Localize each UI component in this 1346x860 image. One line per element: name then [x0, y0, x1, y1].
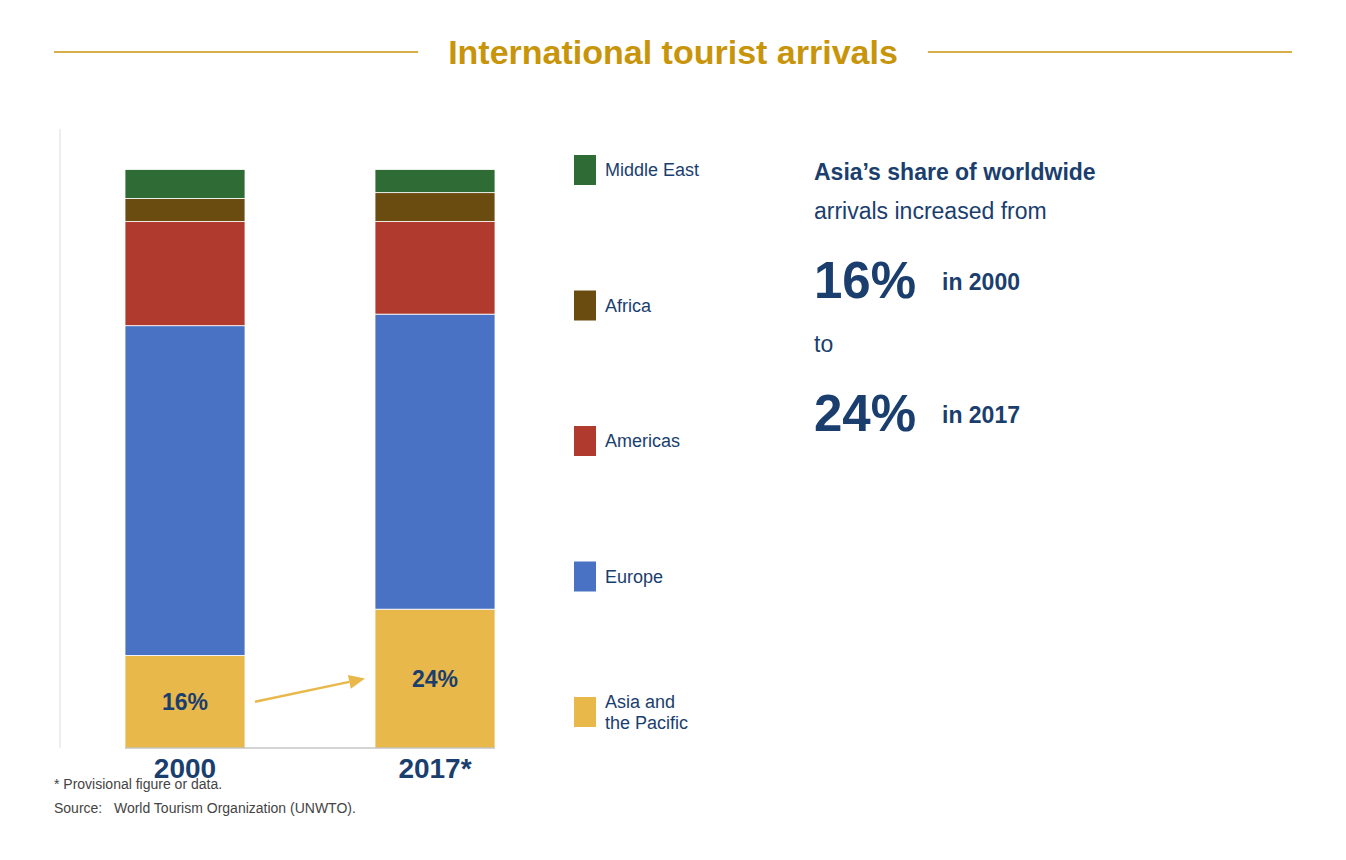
chart: International tourist arrivals20002017*1…	[0, 0, 1346, 860]
annotation: in 2017	[942, 402, 1020, 428]
bars	[125, 169, 495, 748]
annotation: Asia’s share of worldwide	[814, 159, 1096, 185]
bar-segment	[375, 314, 495, 609]
legend-label-line: Americas	[605, 431, 680, 451]
background	[0, 0, 1346, 860]
x-tick-label: 2017*	[398, 753, 471, 784]
title: International tourist arrivals	[448, 33, 898, 71]
annotation: to	[814, 331, 833, 357]
legend-label-line: Asia and	[605, 692, 675, 712]
legend-label-line: Europe	[605, 567, 663, 587]
title-rule	[928, 51, 1292, 53]
bar-segment	[375, 222, 495, 315]
legend-label-line: the Pacific	[605, 713, 688, 733]
legend-label-line: Africa	[605, 296, 652, 316]
arrow	[255, 682, 349, 702]
arrow-head	[348, 675, 365, 689]
bar-segment	[125, 222, 245, 326]
legend-label-line: Middle East	[605, 160, 699, 180]
legend-swatch	[574, 562, 596, 592]
bar-segment	[125, 326, 245, 656]
bar-segment	[125, 198, 245, 221]
annotation: 16%	[814, 252, 916, 309]
legend-label: Americas	[605, 431, 680, 451]
footnote: Source: World Tourism Organization (UNWT…	[54, 800, 356, 816]
y-axis-line	[60, 129, 61, 748]
legend-label: Middle East	[605, 160, 699, 180]
footnote: * Provisional figure or data.	[54, 776, 222, 792]
legend-swatch	[574, 155, 596, 185]
legend-label: Africa	[605, 296, 652, 316]
legend-swatch	[574, 426, 596, 456]
annotation: 24%	[814, 385, 916, 442]
annotation: in 2000	[942, 269, 1020, 295]
legend-swatch	[574, 697, 596, 727]
bar-segment	[125, 169, 245, 198]
bar-segment	[375, 609, 495, 748]
data-label: 24%	[412, 666, 458, 692]
legend-label: Europe	[605, 567, 663, 587]
bar-segment	[375, 193, 495, 222]
legend-label: Asia andthe Pacific	[605, 692, 688, 733]
bar-segment	[375, 169, 495, 192]
legend-swatch	[574, 291, 596, 321]
annotation: arrivals increased from	[814, 198, 1047, 224]
title-rule	[54, 51, 418, 53]
data-label: 16%	[162, 689, 208, 715]
bar-segment	[125, 655, 245, 748]
baseline	[125, 748, 495, 749]
